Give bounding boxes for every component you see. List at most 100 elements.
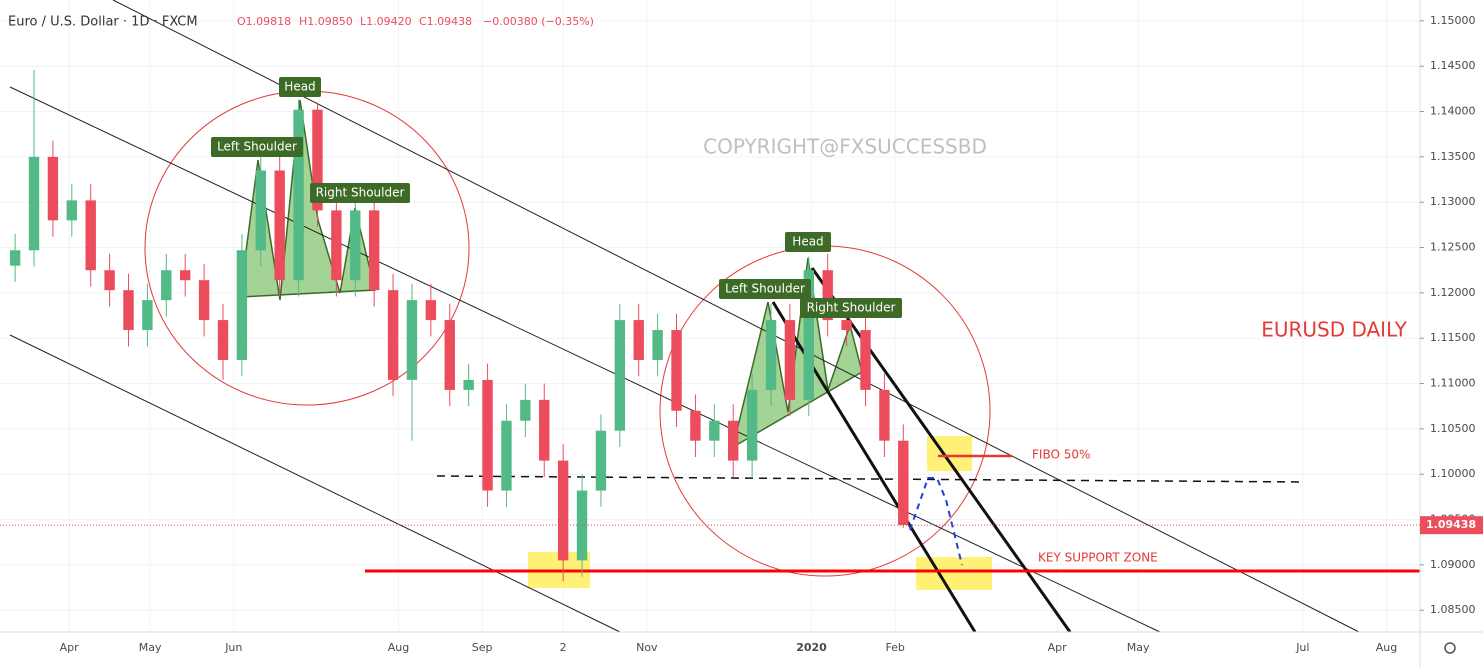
annotations: Head Left Shoulder Right Shoulder Head L…: [211, 77, 1408, 565]
y-tick-label: 1.11000: [1430, 377, 1476, 390]
annotation: Right Shoulder: [807, 301, 896, 315]
candle-body: [898, 440, 909, 526]
candle-body: [312, 109, 323, 211]
candle-body: [217, 320, 229, 360]
candle-body: [803, 270, 815, 400]
label-box: [719, 279, 811, 299]
ohlc: C1.09438: [419, 15, 472, 28]
price-tag-label: 1.09438: [1426, 518, 1476, 531]
candle-body: [652, 330, 663, 360]
candle-body: [28, 156, 40, 251]
candle-body: [236, 250, 248, 360]
candle-body: [179, 270, 191, 281]
candle-body: [765, 320, 777, 390]
x-tick-label: 2020: [796, 641, 827, 654]
candle-body: [482, 379, 493, 491]
trend-line: [9, 334, 621, 633]
y-tick-label: 1.10000: [1430, 467, 1476, 480]
candle-body: [161, 270, 172, 301]
drawings: [9, 0, 1420, 633]
candle-body: [198, 280, 210, 321]
annotation: EURUSD DAILY: [1261, 318, 1407, 342]
x-tick-label: Nov: [636, 641, 658, 654]
y-tick-label: 1.13500: [1430, 150, 1476, 163]
watermark: COPYRIGHT@FXSUCCESSBD: [703, 135, 987, 159]
candle-body: [444, 320, 455, 390]
candle-body: [614, 320, 626, 431]
x-tick-label: Sep: [472, 641, 493, 654]
candle-body: [860, 330, 871, 390]
y-tick-label: 1.14000: [1430, 105, 1476, 118]
y-tick-label: 1.10500: [1430, 422, 1476, 435]
x-tick-label: Feb: [885, 641, 904, 654]
label-box: [800, 298, 902, 318]
candle-body: [595, 430, 607, 491]
candle-body: [66, 200, 78, 221]
candle-body: [85, 200, 96, 271]
annotation: Left Shoulder: [725, 282, 805, 296]
candle-body: [331, 210, 342, 281]
y-tick-label: 1.09000: [1430, 558, 1476, 571]
y-tick-label: 1.11500: [1430, 331, 1476, 344]
candle-body: [520, 399, 531, 421]
candle-body: [633, 320, 644, 360]
candle-body: [822, 270, 833, 321]
candle-body: [274, 170, 285, 281]
candle-body: [368, 210, 380, 291]
candle-body: [671, 330, 682, 411]
ohlc: H1.09850: [299, 15, 353, 28]
candle-body: [539, 399, 550, 461]
annotation: FIBO 50%: [1032, 448, 1090, 462]
settings-icon[interactable]: [1444, 642, 1456, 654]
candle-body: [746, 389, 758, 461]
label-box: [785, 232, 831, 252]
x-tick-label: Apr: [60, 641, 80, 654]
ohlc: O1.09818: [237, 15, 291, 28]
candle-body: [350, 210, 361, 281]
annotation: Left Shoulder: [217, 140, 297, 154]
price-tag: [1420, 516, 1483, 535]
ohlc: L1.09420: [360, 15, 412, 28]
x-tick-label: 2: [560, 641, 567, 654]
y-tick-label: 1.12000: [1430, 286, 1476, 299]
zone-box: [916, 557, 992, 590]
trend-line: [112, 0, 1360, 633]
x-tick-label: Apr: [1048, 641, 1068, 654]
annotation: Head: [792, 235, 823, 249]
candle-body: [104, 270, 115, 291]
symbol-title: Euro / U.S. Dollar · 1D · FXCM: [8, 15, 198, 30]
label-box: [211, 137, 303, 157]
y-tick-label: 1.15000: [1430, 14, 1476, 27]
candle-body: [879, 389, 890, 441]
candle-body: [425, 300, 437, 321]
x-tick-label: Jun: [224, 641, 242, 654]
candle-body: [47, 156, 59, 221]
candle-body: [9, 250, 21, 266]
candles: [9, 69, 909, 582]
candle-body: [123, 290, 134, 331]
y-tick-label: 1.12500: [1430, 241, 1476, 254]
candle-body: [387, 290, 399, 380]
trend-line: [9, 86, 1161, 633]
x-tick-label: Jul: [1295, 641, 1309, 654]
label-box: [279, 77, 321, 97]
projection: [909, 477, 963, 566]
candle-body: [255, 170, 266, 251]
candle-body: [728, 420, 739, 461]
y-tick-label: 1.13000: [1430, 195, 1476, 208]
candle-body: [557, 460, 569, 561]
label-box: [310, 183, 410, 203]
candle-body: [293, 109, 304, 281]
annotation: KEY SUPPORT ZONE: [1038, 551, 1158, 565]
y-tick-label: 1.14500: [1430, 59, 1476, 72]
x-tick-label: Aug: [1376, 641, 1397, 654]
candle-body: [406, 300, 418, 380]
axes: 1.085001.090001.095001.100001.105001.110…: [0, 14, 1483, 654]
candle-body: [841, 320, 852, 331]
candle-body: [784, 320, 796, 400]
candle-body: [142, 300, 153, 331]
annotation: Head: [284, 80, 315, 94]
x-tick-label: May: [1127, 641, 1150, 654]
